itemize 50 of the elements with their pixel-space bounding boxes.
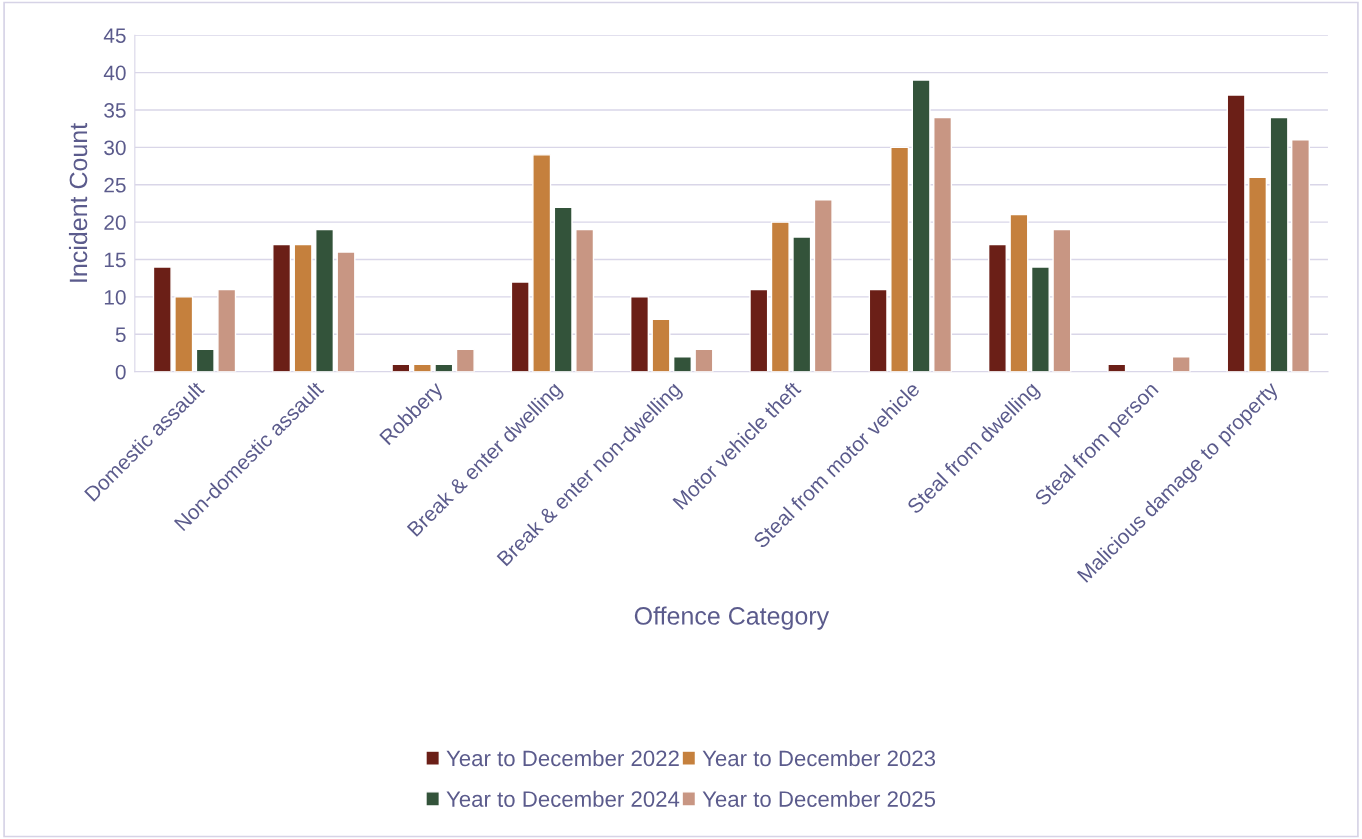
bar <box>868 288 888 372</box>
bar <box>770 221 790 372</box>
y-tick-label: 10 <box>104 289 126 305</box>
legend-label: Year to December 2024 <box>446 790 680 807</box>
y-tick-label: 15 <box>104 252 126 268</box>
y-tick-label: 20 <box>104 215 126 230</box>
bar <box>455 348 475 372</box>
bar <box>293 243 313 372</box>
bar <box>694 348 714 372</box>
bar <box>1009 213 1029 372</box>
bar <box>1030 266 1050 372</box>
bar <box>630 296 650 372</box>
bar <box>749 288 769 372</box>
legend-label: Year to December 2022 <box>446 749 679 767</box>
y-tick-label: 0 <box>115 364 126 380</box>
y-tick-label: 45 <box>103 28 126 43</box>
bar <box>272 243 292 372</box>
bar <box>1052 228 1072 372</box>
bar <box>510 281 530 372</box>
bar <box>315 228 335 372</box>
bar <box>1226 94 1246 372</box>
y-tick-label: 30 <box>104 140 126 156</box>
y-tick-label: 5 <box>115 327 126 343</box>
bar <box>575 228 595 372</box>
bar <box>553 206 573 372</box>
bar <box>195 348 215 372</box>
legend-label: Year to December 2023 <box>702 749 936 767</box>
bar <box>336 251 356 372</box>
y-tick-label: 25 <box>104 177 126 193</box>
bar <box>672 356 692 372</box>
y-axis-title: Incident Count <box>68 123 88 282</box>
bar <box>792 236 812 372</box>
bar <box>933 116 953 372</box>
bar <box>1171 356 1191 372</box>
x-axis-title: Offence Category <box>634 606 830 630</box>
bar <box>1291 139 1311 372</box>
bar <box>651 318 671 372</box>
bar <box>217 288 237 372</box>
y-tick-label: 35 <box>104 103 126 118</box>
bar <box>532 154 552 372</box>
bar <box>1269 116 1289 372</box>
y-tick-label: 40 <box>103 65 126 81</box>
legend-label: Year to December 2025 <box>702 790 936 807</box>
bar <box>890 146 910 372</box>
bar <box>152 266 172 372</box>
bar <box>174 296 194 372</box>
bar <box>813 199 833 372</box>
bar <box>1248 176 1268 372</box>
bar <box>987 243 1007 372</box>
bar <box>911 79 931 372</box>
